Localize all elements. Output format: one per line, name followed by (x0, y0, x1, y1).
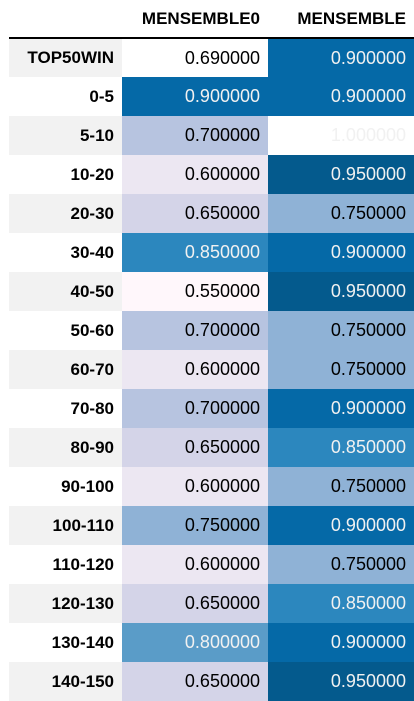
table-row: 130-140 0.800000 0.900000 (9, 623, 414, 662)
column-header: MENSEMBLE0 (122, 0, 268, 39)
value-cell: 0.950000 (268, 662, 414, 701)
table-row: 30-40 0.850000 0.900000 (9, 233, 414, 272)
value-cell: 0.750000 (268, 545, 414, 584)
value-cell: 0.850000 (122, 233, 268, 272)
corner-header (9, 0, 122, 39)
table-row: 100-110 0.750000 0.900000 (9, 506, 414, 545)
value-cell: 0.900000 (268, 77, 414, 116)
table-row: 10-20 0.600000 0.950000 (9, 155, 414, 194)
value-cell: 0.900000 (268, 389, 414, 428)
table-row: 80-90 0.650000 0.850000 (9, 428, 414, 467)
value-cell: 0.750000 (268, 194, 414, 233)
row-label: 100-110 (9, 506, 122, 545)
row-label: 20-30 (9, 194, 122, 233)
row-label: 110-120 (52, 554, 114, 574)
value-cell: 0.900000 (268, 623, 414, 662)
value-cell: 0.900000 (122, 77, 268, 116)
heatmap-table: MENSEMBLE0 MENSEMBLE TOP50WIN 0.690000 0.9… (9, 0, 414, 701)
row-label: 5-10 (9, 116, 122, 155)
value-cell: 0.650000 (122, 662, 268, 701)
value-cell: 0.750000 (268, 350, 414, 389)
value-cell: 0.850000 (268, 584, 414, 623)
value-cell: 0.550000 (122, 272, 268, 311)
table-row: 70-80 0.700000 0.900000 (9, 389, 414, 428)
value-cell: 0.900000 (268, 38, 414, 77)
row-label: 0-5 (89, 86, 114, 106)
value-cell: 0.690000 (122, 38, 268, 77)
value-cell: 0.700000 (122, 116, 268, 155)
table-row: 140-150 0.650000 0.950000 (9, 662, 414, 701)
value-cell: 0.950000 (268, 272, 414, 311)
table-row: 5-10 0.700000 1.000000 (9, 116, 414, 155)
value-cell: 1.000000 (268, 116, 414, 155)
value-cell: 0.600000 (122, 155, 268, 194)
value-cell: 0.600000 (122, 545, 268, 584)
table-row: 120-130 0.650000 0.850000 (9, 584, 414, 623)
value-cell: 0.600000 (122, 467, 268, 506)
value-cell: 0.900000 (268, 233, 414, 272)
row-label: 120-130 (9, 584, 122, 623)
row-label: TOP50WIN (9, 38, 122, 77)
row-label: 90-100 (61, 476, 114, 496)
row-label: 50-60 (70, 320, 114, 340)
table-row: 50-60 0.700000 0.750000 (9, 311, 414, 350)
row-label: 10-20 (70, 164, 114, 184)
table-row: 60-70 0.600000 0.750000 (9, 350, 414, 389)
value-cell: 0.750000 (268, 311, 414, 350)
value-cell: 0.950000 (268, 155, 414, 194)
table-row: 40-50 0.550000 0.950000 (9, 272, 414, 311)
row-label: 60-70 (9, 350, 122, 389)
value-cell: 0.850000 (268, 428, 414, 467)
table-row: 110-120 0.600000 0.750000 (9, 545, 414, 584)
value-cell: 0.750000 (268, 467, 414, 506)
row-label: 130-140 (51, 632, 114, 652)
header-row: MENSEMBLE0 MENSEMBLE (9, 0, 414, 39)
value-cell: 0.700000 (122, 311, 268, 350)
value-cell: 0.650000 (122, 428, 268, 467)
value-cell: 0.800000 (122, 623, 268, 662)
row-label: 140-150 (9, 662, 122, 701)
table-body: TOP50WIN 0.690000 0.900000 0-5 0.900000 0.900… (9, 38, 414, 701)
column-header: MENSEMBLE (268, 0, 414, 39)
table-row: TOP50WIN 0.690000 0.900000 (9, 38, 414, 77)
value-cell: 0.750000 (122, 506, 268, 545)
row-label: 70-80 (70, 398, 114, 418)
row-label: 40-50 (9, 272, 122, 311)
value-cell: 0.650000 (122, 584, 268, 623)
table-row: 0-5 0.900000 0.900000 (9, 77, 414, 116)
table-row: 90-100 0.600000 0.750000 (9, 467, 414, 506)
value-cell: 0.600000 (122, 350, 268, 389)
value-cell: 0.700000 (122, 389, 268, 428)
table-row: 20-30 0.650000 0.750000 (9, 194, 414, 233)
row-label: 80-90 (9, 428, 122, 467)
value-cell: 0.900000 (268, 506, 414, 545)
row-label: 30-40 (70, 242, 114, 262)
value-cell: 0.650000 (122, 194, 268, 233)
